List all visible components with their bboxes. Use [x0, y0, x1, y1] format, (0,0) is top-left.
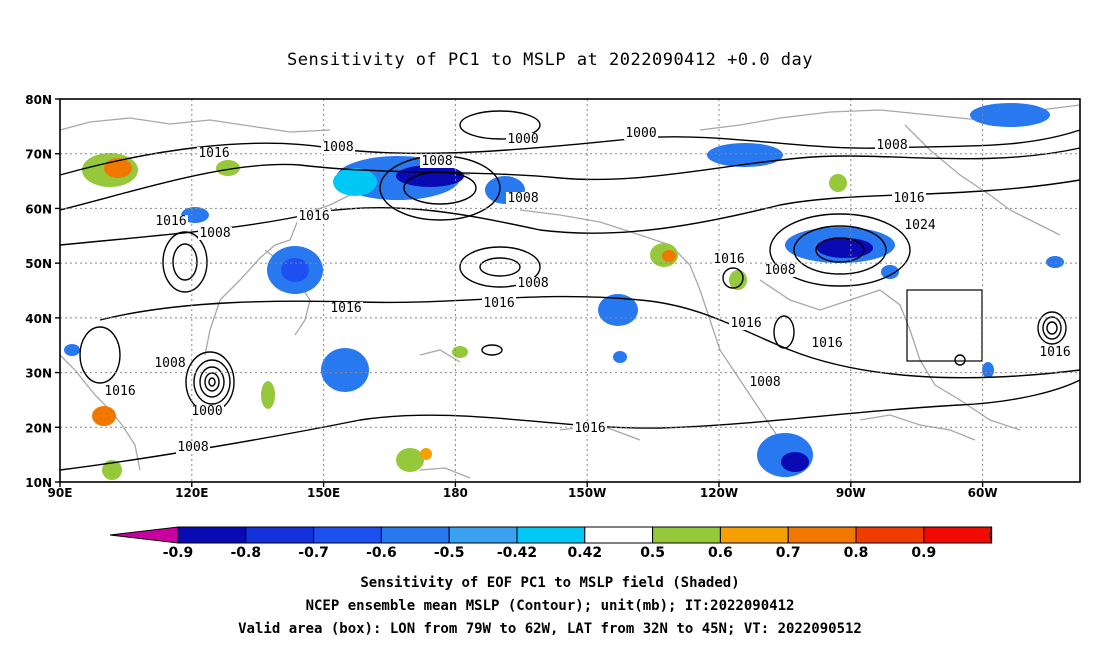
contour-label: 1016 [483, 296, 514, 311]
colorbar-cell [313, 526, 382, 544]
colorbar-label: 0.8 [844, 545, 869, 561]
colorbar-cell [855, 526, 925, 544]
contour-label: 1008 [322, 140, 353, 155]
lat-label: 50N [25, 257, 52, 271]
mslp-contours [59, 110, 1081, 471]
contour-label: 1016 [330, 301, 361, 316]
contour-label: 1008 [154, 356, 185, 371]
colorbar-cell [989, 526, 993, 544]
colorbar-cell [245, 526, 315, 544]
footer-line-3: Valid area (box): LON from 79W to 62W, L… [238, 621, 862, 637]
colorbar-cell [516, 526, 586, 544]
colorbar-cell [448, 526, 518, 544]
colorbar-label: -0.6 [366, 545, 397, 561]
contour-label: 1008 [876, 138, 907, 153]
contour-label: 1008 [764, 263, 795, 278]
lon-label: 90E [48, 486, 73, 500]
contour-label: 1008 [421, 154, 452, 169]
colorbar-label: 0.7 [776, 545, 801, 561]
coastlines [59, 104, 1081, 479]
contour-label: 1016 [298, 209, 329, 224]
valid-area-box [906, 289, 983, 362]
lat-label: 60N [25, 202, 52, 216]
colorbar-label: 0.5 [640, 545, 665, 561]
colorbar-label: -0.9 [163, 545, 194, 561]
colorbar-label: 0.9 [911, 545, 936, 561]
colorbar-cell [652, 526, 721, 544]
footer-line-1: Sensitivity of EOF PC1 to MSLP field (Sh… [360, 575, 740, 591]
contour-label: 1008 [507, 191, 538, 206]
lon-label: 60W [968, 486, 998, 500]
lon-label: 180 [443, 486, 468, 500]
contour-label: 1016 [811, 336, 842, 351]
axis-ticks [55, 98, 984, 487]
colorbar-label: -0.7 [298, 545, 329, 561]
contour-label: 1008 [517, 276, 548, 291]
map-title: Sensitivity of PC1 to MSLP at 2022090412… [286, 50, 813, 70]
lat-label: 40N [25, 312, 52, 326]
contour-label: 1008 [177, 440, 208, 455]
lon-label: 150E [307, 486, 340, 500]
colorbar-cell [109, 526, 179, 544]
contour-label: 1000 [625, 126, 656, 141]
colorbar-label: -0.42 [497, 545, 537, 561]
colorbar-label: -0.8 [230, 545, 261, 561]
colorbar-label: -0.5 [434, 545, 465, 561]
contour-label: 1016 [155, 214, 186, 229]
grid-lines [60, 99, 1080, 482]
colorbar-cell [787, 526, 857, 544]
lon-label: 120E [175, 486, 208, 500]
contour-label: 1008 [199, 226, 230, 241]
lat-label: 20N [25, 421, 52, 435]
colorbar-cell [177, 526, 247, 544]
lat-label: 70N [25, 148, 52, 162]
contour-label: 1008 [749, 375, 780, 390]
colorbar-label: 0.6 [708, 545, 733, 561]
contour-label: 1016 [198, 146, 229, 161]
lat-label: 80N [25, 93, 52, 107]
contour-label: 1016 [893, 191, 924, 206]
contour-label: 1000 [507, 132, 538, 147]
footer-line-2: NCEP ensemble mean MSLP (Contour); unit(… [305, 598, 795, 614]
lon-label: 120W [700, 486, 738, 500]
contour-label: 1016 [574, 421, 605, 436]
contour-label: 1016 [104, 384, 135, 399]
longitude-labels: 90E 120E 150E 180 150W 120W 90W 60W [48, 486, 998, 500]
colorbar-label: 0.42 [568, 545, 603, 561]
lon-label: 150W [568, 486, 606, 500]
colorbar-labels: -0.9 -0.8 -0.7 -0.6 -0.5 -0.42 0.42 0.5 0.6 0.7 0.… [163, 545, 937, 561]
contour-label: 1016 [730, 316, 761, 331]
colorbar-cell [584, 526, 654, 544]
contour-label: 1000 [191, 404, 222, 419]
map-frame [59, 98, 1081, 483]
latitude-labels: 80N 70N 60N 50N 40N 30N 20N 10N [25, 93, 52, 490]
colorbar-cell [923, 526, 993, 544]
contour-label: 1024 [904, 218, 935, 233]
colorbar [109, 526, 993, 544]
contour-label: 1016 [1039, 345, 1070, 360]
colorbar-cell [719, 526, 789, 544]
colorbar-cell [380, 526, 450, 544]
lon-label: 90W [836, 486, 866, 500]
contour-label: 1016 [713, 252, 744, 267]
lat-label: 30N [25, 367, 52, 381]
lat-label: 10N [25, 476, 52, 490]
